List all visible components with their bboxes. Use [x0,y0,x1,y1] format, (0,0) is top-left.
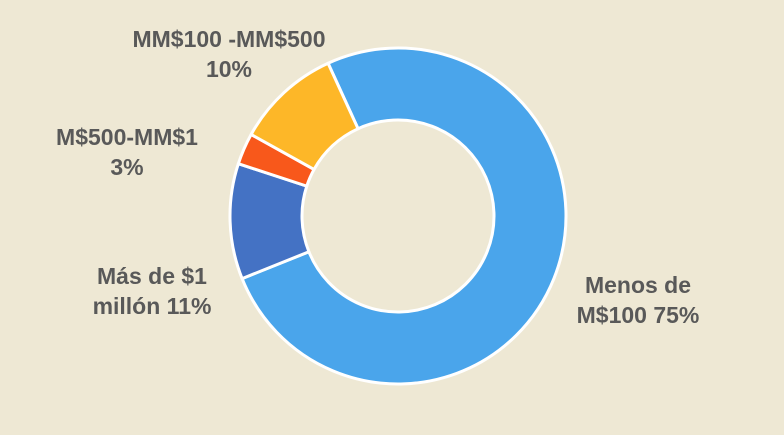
slice-label-menos-de-m100: Menos de M$100 75% [537,270,739,330]
slice-label-percent: M$100 75% [576,302,700,328]
slice-label-mm100-mm500: MM$100 -MM$500 10% [98,24,360,84]
slice-label-category: Menos de [584,272,692,298]
slice-label-mas-de-1-millon: Más de $1 millón 11% [52,261,252,321]
donut-slice-menos-de-m-100 [240,46,568,386]
slice-label-category: M$500-MM$1 [56,124,198,150]
slice-label-m500-mm1: M$500-MM$1 3% [27,122,227,182]
donut-slice-mm-100-mm-500 [249,61,360,171]
slice-label-category: MM$100 -MM$500 [132,26,326,52]
slice-label-percent: 10% [205,56,253,82]
slice-label-percent: millón 11% [92,293,212,319]
slice-label-category: Más de $1 [97,263,207,289]
slice-label-percent: 3% [110,154,144,180]
